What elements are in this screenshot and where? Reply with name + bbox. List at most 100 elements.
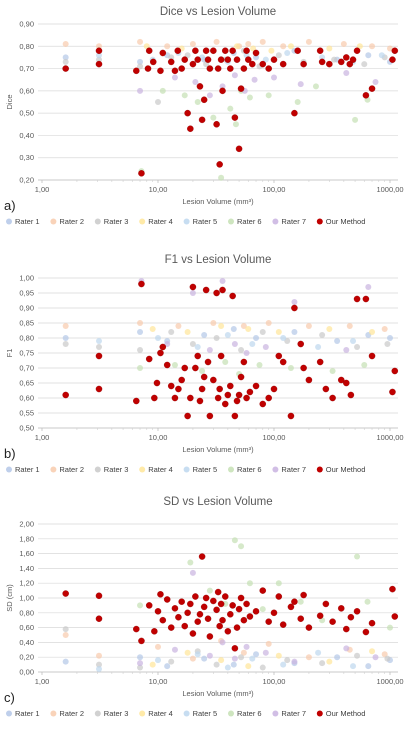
data-point bbox=[343, 70, 350, 77]
data-point bbox=[232, 121, 239, 128]
legend-marker bbox=[139, 218, 146, 225]
data-point bbox=[95, 344, 102, 350]
data-point bbox=[137, 660, 144, 667]
data-point bbox=[353, 608, 361, 615]
data-point bbox=[184, 329, 191, 335]
data-point bbox=[238, 347, 245, 353]
data-point bbox=[184, 52, 191, 59]
data-point bbox=[216, 161, 223, 168]
data-point bbox=[222, 47, 229, 54]
data-point bbox=[196, 397, 204, 405]
data-point bbox=[291, 304, 298, 312]
data-point bbox=[331, 56, 338, 63]
data-point bbox=[249, 60, 256, 68]
legend-label: Rater 4 bbox=[148, 465, 173, 474]
data-point bbox=[213, 38, 220, 45]
data-point bbox=[204, 56, 212, 63]
data-point bbox=[201, 332, 208, 338]
legend: Rater 1 Rater 2 Rater 3 Rater 4 Rater 5 Rater… bbox=[6, 217, 365, 226]
data-point bbox=[265, 618, 272, 625]
data-point bbox=[187, 125, 194, 132]
data-point bbox=[326, 658, 333, 665]
data-point bbox=[218, 174, 225, 181]
legend-marker bbox=[94, 710, 101, 717]
data-point bbox=[217, 600, 225, 608]
data-point bbox=[343, 625, 350, 633]
data-point bbox=[137, 38, 144, 45]
data-point bbox=[184, 609, 191, 617]
data-point bbox=[137, 602, 144, 609]
data-point bbox=[171, 394, 179, 402]
data-point bbox=[284, 49, 291, 56]
data-point bbox=[305, 323, 312, 329]
data-point bbox=[137, 58, 144, 65]
x-tick-label: 10,00 bbox=[149, 677, 168, 686]
data-point bbox=[245, 41, 252, 48]
data-point bbox=[259, 329, 266, 335]
data-point bbox=[237, 85, 245, 92]
y-tick-label: 0,75 bbox=[19, 349, 34, 358]
data-point bbox=[234, 43, 241, 50]
data-point bbox=[189, 41, 196, 48]
data-point bbox=[201, 655, 208, 662]
data-point bbox=[167, 624, 175, 631]
x-tick-label: 100,00 bbox=[263, 185, 286, 194]
data-point bbox=[291, 658, 298, 665]
legend-marker bbox=[272, 466, 279, 473]
y-tick-label: 0,80 bbox=[19, 334, 34, 343]
data-point bbox=[157, 67, 164, 75]
data-point bbox=[378, 52, 385, 59]
data-point bbox=[62, 323, 69, 329]
legend-marker bbox=[183, 218, 190, 225]
y-tick-label: 0,60 bbox=[19, 394, 34, 403]
data-point bbox=[222, 593, 229, 600]
series-rater-7 bbox=[137, 70, 379, 99]
data-point bbox=[372, 78, 379, 85]
legend-marker bbox=[6, 218, 12, 225]
legend-marker bbox=[316, 710, 323, 717]
data-point bbox=[387, 624, 393, 631]
data-point bbox=[171, 362, 178, 368]
panel-label: b) bbox=[4, 446, 16, 461]
data-point bbox=[240, 358, 248, 366]
data-point bbox=[204, 615, 212, 622]
data-point bbox=[218, 323, 225, 329]
y-tick-label: 0,55 bbox=[19, 409, 34, 418]
y-tick-label: 1,40 bbox=[19, 564, 34, 573]
data-point bbox=[184, 649, 191, 656]
data-point bbox=[199, 368, 206, 374]
data-point bbox=[194, 352, 201, 360]
data-point bbox=[174, 47, 182, 54]
legend-label: Rater 6 bbox=[237, 709, 262, 718]
data-point bbox=[95, 43, 102, 50]
data-point bbox=[318, 58, 326, 66]
data-point bbox=[168, 658, 175, 665]
data-point bbox=[184, 412, 191, 420]
data-point bbox=[350, 338, 357, 344]
x-tick-label: 100,00 bbox=[263, 677, 286, 686]
data-point bbox=[387, 45, 393, 52]
data-point bbox=[145, 602, 153, 609]
data-point bbox=[206, 633, 214, 640]
data-point bbox=[353, 47, 361, 54]
data-point bbox=[189, 655, 196, 662]
data-point bbox=[149, 326, 156, 332]
data-point bbox=[305, 624, 313, 631]
data-point bbox=[219, 639, 226, 646]
legend-marker bbox=[272, 218, 279, 225]
data-point bbox=[338, 58, 345, 66]
data-point bbox=[245, 56, 252, 63]
x-tick-label: 100,00 bbox=[263, 433, 286, 442]
x-tick-label: 1000,00 bbox=[376, 185, 403, 194]
data-point bbox=[287, 365, 294, 371]
data-point bbox=[235, 391, 243, 399]
data-point bbox=[187, 394, 194, 402]
data-point bbox=[163, 596, 171, 603]
legend-label: Rater 1 bbox=[15, 709, 40, 718]
data-point bbox=[62, 391, 69, 399]
data-point bbox=[287, 412, 295, 420]
data-point bbox=[275, 580, 282, 587]
data-point bbox=[233, 397, 241, 405]
series-rater-6 bbox=[138, 83, 371, 181]
y-axis-label: F1 bbox=[5, 349, 14, 358]
